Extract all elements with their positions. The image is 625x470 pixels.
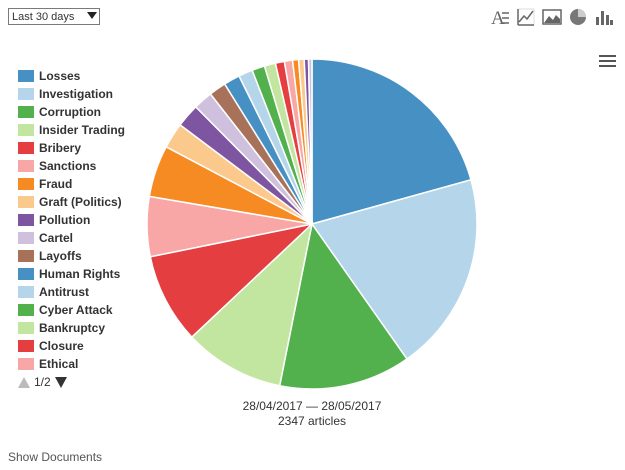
chart-type-toolbar: A [489,6,615,28]
legend-label: Bribery [39,141,82,155]
legend-label: Insider Trading [39,123,126,137]
pie-slice-bribery[interactable] [149,222,315,339]
legend-item[interactable]: Bribery [18,139,125,157]
hamburger-line [599,65,616,67]
legend-item[interactable]: Sanctions [18,157,125,175]
legend-items: Losses Investigation Corruption Insider Tra… [18,67,125,373]
legend-item[interactable]: Fraud [18,175,125,193]
legend-label: Cartel [39,231,74,245]
legend-swatch [18,160,34,172]
pie-slice-insider-trading[interactable] [190,221,314,387]
hamburger-menu-icon [599,55,616,57]
hamburger-line [599,60,616,62]
legend-swatch [18,286,34,298]
legend-swatch [18,88,34,100]
pie-slice-item-21[interactable] [307,58,313,225]
legend-item[interactable]: Ethical [18,355,125,373]
pie-slice-investigation[interactable] [310,178,478,360]
legend-item[interactable]: Losses [18,67,125,85]
legend-label: Fraud [39,177,73,191]
legend-item[interactable]: Closure [18,337,125,355]
legend-label: Bankruptcy [39,321,106,335]
pie-slice-corruption[interactable] [278,222,408,390]
legend-swatch [18,268,34,280]
arrow-down-icon[interactable] [54,376,67,388]
pie-chart-icon [570,9,586,25]
legend-swatch [18,232,34,244]
chart-menu-button[interactable] [599,55,616,70]
legend-swatch [18,250,34,262]
legend-label: Losses [39,69,81,83]
legend-swatch [18,124,34,136]
date-range-label: 28/04/2017 — 28/05/2017 [242,399,382,413]
legend-label: Human Rights [39,267,121,281]
period-select-value: Last 30 days [12,10,75,23]
line-chart-icon [517,8,535,26]
text-mode-icon: A [491,8,509,27]
bar-chart-icon [596,11,613,25]
legend-label: Investigation [39,87,114,101]
legend-item[interactable]: Cyber Attack [18,301,125,319]
legend-swatch [18,304,34,316]
legend-swatch [18,340,34,352]
legend-item[interactable]: Investigation [18,85,125,103]
legend-swatch [18,178,34,190]
pie-chart-button[interactable] [567,6,589,28]
legend-item[interactable]: Antitrust [18,283,125,301]
article-count-label: 2347 articles [277,414,347,428]
legend-label: Ethical [39,357,79,371]
pie-slice-losses[interactable] [311,58,472,225]
legend-label: Pollution [39,213,91,227]
legend-item[interactable]: Corruption [18,103,125,121]
period-select[interactable]: Last 30 days [8,8,100,25]
legend-item[interactable]: Pollution [18,211,125,229]
area-chart-button[interactable] [541,6,563,28]
legend-swatch [18,196,34,208]
legend-swatch [18,358,34,370]
chevron-down-icon [87,12,97,19]
legend-label: Antitrust [39,285,89,299]
line-chart-button[interactable] [515,6,537,28]
legend-swatch [18,322,34,334]
legend-swatch [18,142,34,154]
legend-item[interactable]: Insider Trading [18,121,125,139]
legend-item[interactable]: Human Rights [18,265,125,283]
legend-label: Graft (Politics) [39,195,122,209]
legend-item[interactable]: Bankruptcy [18,319,125,337]
legend-swatch [18,70,34,82]
legend-label: Closure [39,339,84,353]
legend-item[interactable]: Layoffs [18,247,125,265]
legend-swatch [18,106,34,118]
legend-pager: 1/2 [18,375,125,389]
legend-label: Sanctions [39,159,97,173]
chart-legend: Losses Investigation Corruption Insider Tra… [18,67,125,389]
legend-page-indicator: 1/2 [34,375,51,389]
legend-swatch [18,214,34,226]
svg-text:A: A [491,8,505,27]
legend-label: Layoffs [39,249,82,263]
arrow-up-icon[interactable] [18,376,30,388]
legend-item[interactable]: Graft (Politics) [18,193,125,211]
bar-chart-button[interactable] [593,6,615,28]
area-chart-icon [542,9,562,25]
legend-label: Corruption [39,105,101,119]
text-mode-button[interactable]: A [489,6,511,28]
legend-item[interactable]: Cartel [18,229,125,247]
legend-label: Cyber Attack [39,303,113,317]
show-documents-link[interactable]: Show Documents [8,450,103,464]
